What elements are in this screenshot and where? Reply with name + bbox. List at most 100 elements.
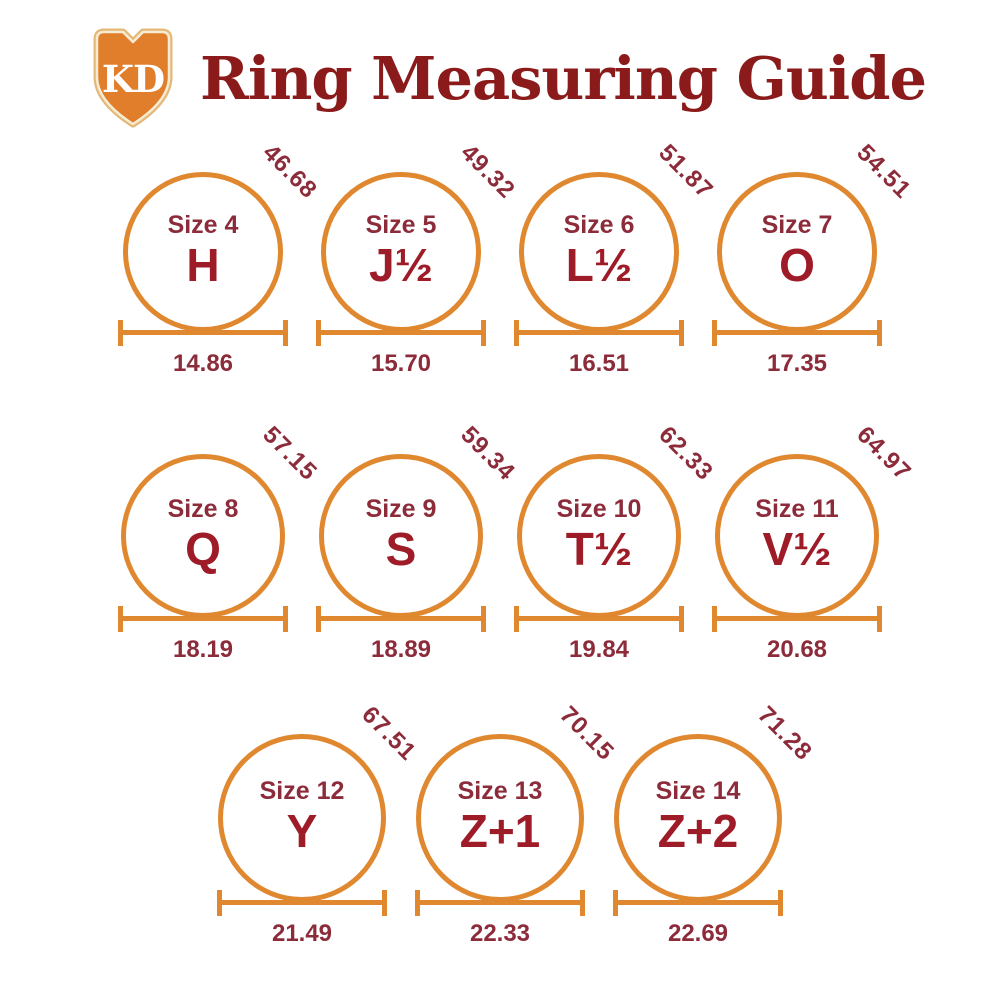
bar-right-cap (580, 890, 585, 916)
ring-letter: L½ (565, 239, 633, 292)
ring-size-label: Size 8 (167, 494, 239, 523)
ring-row-1: 46.68 Size 4 H 14.86 49.32 Size 5 J½ (0, 139, 1000, 378)
ring-size-label: Size 13 (457, 776, 543, 805)
ring-size-cell: 70.15 Size 13 Z+1 22.33 (415, 701, 619, 948)
ring-circle: Size 8 Q (121, 454, 285, 618)
circumference-label: 64.97 (851, 421, 917, 487)
ring-size-cell: 49.32 Size 5 J½ 15.70 (316, 139, 520, 378)
bar-line (316, 616, 486, 621)
diameter-value: 16.51 (568, 350, 630, 377)
ring-circle: Size 6 L½ (519, 172, 679, 332)
ring-size-label: Size 14 (655, 776, 741, 805)
diameter-value: 18.89 (370, 636, 432, 663)
ring-circle: Size 7 O (717, 172, 877, 332)
ring-size-label: Size 11 (755, 494, 839, 523)
bar-line (712, 330, 882, 335)
bar-line (118, 330, 288, 335)
ring-row-3: 67.51 Size 12 Y 21.49 70.15 Size 13 Z+1 (0, 701, 1000, 948)
bar-right-cap (283, 320, 288, 346)
bar-right-cap (877, 320, 882, 346)
bar-line (316, 330, 486, 335)
ring-letter: V½ (762, 523, 832, 576)
ring-letter: S (385, 523, 417, 576)
ring-size-cell: 46.68 Size 4 H 14.86 (118, 139, 322, 378)
ring-size-cell: 64.97 Size 11 V½ 20.68 (712, 421, 916, 664)
diameter-bar (118, 320, 288, 346)
circumference-label: 54.51 (851, 139, 917, 205)
bar-right-cap (481, 320, 486, 346)
circumference-label: 70.15 (554, 701, 620, 767)
bar-line (514, 330, 684, 335)
bar-line (415, 900, 585, 905)
ring-size-label: Size 4 (167, 210, 239, 239)
ring-circle: Size 14 Z+2 (614, 734, 782, 902)
ring-size-cell: 67.51 Size 12 Y 21.49 (217, 701, 421, 948)
page-title: Ring Measuring Guide (200, 43, 927, 113)
ring-circle: Size 13 Z+1 (416, 734, 584, 902)
bar-line (514, 616, 684, 621)
logo-text: KD (102, 57, 164, 101)
diameter-value: 21.49 (271, 920, 333, 947)
ring-size-label: Size 12 (259, 776, 345, 805)
ring-letter: Y (286, 805, 318, 858)
circumference-label: 62.33 (653, 421, 719, 487)
circumference-label: 46.68 (257, 139, 323, 205)
diameter-bar (316, 320, 486, 346)
circumference-label: 49.32 (455, 139, 521, 205)
header: KD Ring Measuring Guide (0, 0, 1000, 130)
ring-circle: Size 12 Y (218, 734, 386, 902)
bar-right-cap (877, 606, 882, 632)
ring-size-cell: 62.33 Size 10 T½ 19.84 (514, 421, 718, 664)
diameter-bar (514, 320, 684, 346)
ring-size-label: Size 6 (563, 210, 635, 239)
ring-size-label: Size 5 (365, 210, 437, 239)
bar-right-cap (382, 890, 387, 916)
bar-right-cap (679, 320, 684, 346)
ring-size-cell: 71.28 Size 14 Z+2 22.69 (613, 701, 817, 948)
ring-circle: Size 4 H (123, 172, 283, 332)
ring-size-label: Size 10 (556, 494, 642, 523)
diameter-value: 14.86 (172, 350, 234, 377)
diameter-value: 15.70 (370, 350, 432, 377)
ring-letter: J½ (369, 239, 433, 292)
diameter-bar (712, 320, 882, 346)
diameter-value: 22.33 (469, 920, 531, 947)
diameter-bar (217, 890, 387, 916)
diameter-bar (514, 606, 684, 632)
diameter-value: 22.69 (667, 920, 729, 947)
bar-line (613, 900, 783, 905)
ring-size-label: Size 9 (365, 494, 437, 523)
circumference-label: 71.28 (752, 701, 818, 767)
circumference-label: 57.15 (257, 421, 323, 487)
kd-logo: KD (88, 27, 178, 129)
ring-letter: O (779, 239, 815, 292)
ring-letter: Z+1 (459, 805, 541, 858)
ring-circle: Size 10 T½ (517, 454, 681, 618)
circumference-label: 67.51 (356, 701, 422, 767)
bar-line (118, 616, 288, 621)
ring-letter: T½ (565, 523, 633, 576)
ring-measuring-guide: KD Ring Measuring Guide 46.68 Size 4 H 1… (0, 0, 1000, 948)
ring-size-cell: 54.51 Size 7 O 17.35 (712, 139, 916, 378)
ring-size-cell: 59.34 Size 9 S 18.89 (316, 421, 520, 664)
bar-line (217, 900, 387, 905)
ring-size-cell: 51.87 Size 6 L½ 16.51 (514, 139, 718, 378)
ring-letter: Z+2 (657, 805, 739, 858)
diameter-bar (118, 606, 288, 632)
ring-size-cell: 57.15 Size 8 Q 18.19 (118, 421, 322, 664)
ring-row-2: 57.15 Size 8 Q 18.19 59.34 Size 9 S (0, 421, 1000, 664)
bar-right-cap (283, 606, 288, 632)
bar-right-cap (481, 606, 486, 632)
ring-circle: Size 9 S (319, 454, 483, 618)
shield-icon: KD (93, 28, 173, 128)
size-chart: 46.68 Size 4 H 14.86 49.32 Size 5 J½ (0, 139, 1000, 948)
ring-circle: Size 11 V½ (715, 454, 879, 618)
ring-size-label: Size 7 (761, 210, 833, 239)
ring-circle: Size 5 J½ (321, 172, 481, 332)
diameter-value: 18.19 (172, 636, 234, 663)
circumference-label: 59.34 (455, 421, 521, 487)
diameter-bar (613, 890, 783, 916)
diameter-bar (712, 606, 882, 632)
diameter-value: 19.84 (568, 636, 630, 663)
diameter-bar (415, 890, 585, 916)
